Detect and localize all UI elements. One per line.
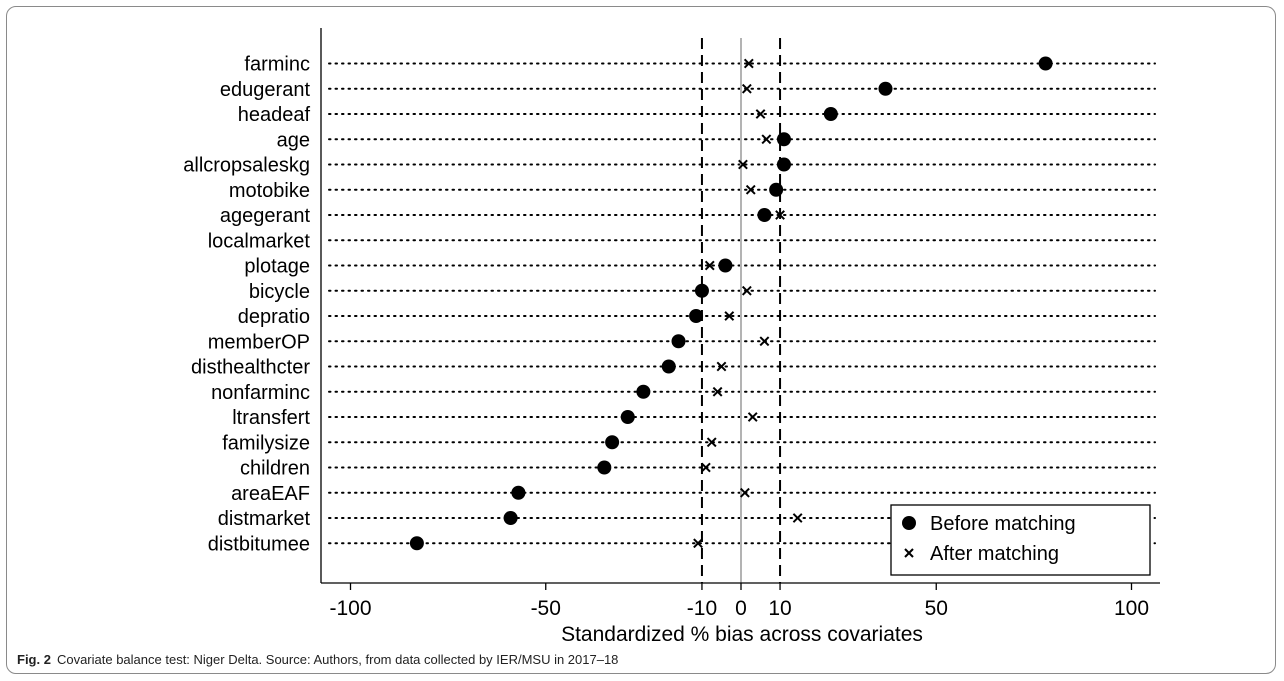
y-tick-label: allcropsaleskg <box>183 155 310 177</box>
point-after-matching <box>762 135 770 143</box>
x-axis-label: Standardized % bias across covariates <box>561 623 923 646</box>
y-tick-label: ltransfert <box>232 407 310 429</box>
point-before-matching <box>769 183 783 197</box>
y-tick-label: areaEAF <box>231 483 310 505</box>
point-before-matching <box>878 82 892 96</box>
point-before-matching <box>689 309 703 323</box>
point-before-matching <box>636 385 650 399</box>
x-tick-label: -50 <box>531 597 561 620</box>
point-before-matching <box>621 410 635 424</box>
y-tick-label: depratio <box>238 306 310 328</box>
y-tick-label: children <box>240 458 310 480</box>
point-before-matching <box>410 536 424 550</box>
covariate-balance-chart: farminc edugerant headeaf age allcropsaleskg… <box>0 0 1284 650</box>
y-tick-label: nonfarminc <box>211 382 310 404</box>
x-tick-label: -10 <box>687 597 717 620</box>
point-after-matching <box>760 337 768 345</box>
point-after-matching <box>749 413 757 421</box>
y-tick-label: farminc <box>244 54 310 76</box>
y-tick-label: headeaf <box>238 104 311 126</box>
y-tick-label: distbitumee <box>208 533 310 555</box>
x-tick-label: 50 <box>925 597 948 620</box>
x-tick-label: 0 <box>735 597 747 620</box>
point-after-matching <box>743 85 751 93</box>
legend-label-before: Before matching <box>930 513 1076 535</box>
legend-label-after: After matching <box>930 543 1059 565</box>
point-before-matching <box>597 461 611 475</box>
legend: Before matching After matching <box>891 505 1150 575</box>
point-before-matching <box>504 511 518 525</box>
y-tick-label: motobike <box>229 180 310 202</box>
figure-caption: Fig. 2 Covariate balance test: Niger Delt… <box>17 652 618 667</box>
figure-number: Fig. 2 <box>17 652 51 667</box>
x-axis-ticks: -100 -50 -10 0 10 50 100 <box>329 583 1149 620</box>
point-before-matching <box>695 284 709 298</box>
point-before-matching <box>1039 57 1053 71</box>
caption-text: Covariate balance test: Niger Delta. Sou… <box>57 652 618 667</box>
point-before-matching <box>824 107 838 121</box>
y-tick-label: localmarket <box>208 230 311 252</box>
x-tick-label: 10 <box>768 597 791 620</box>
y-tick-label: bicycle <box>249 281 310 303</box>
point-before-matching <box>757 208 771 222</box>
x-tick-label: 100 <box>1114 597 1149 620</box>
legend-circle-marker <box>902 516 916 530</box>
y-tick-label: familysize <box>222 432 310 454</box>
y-axis-labels: farminc edugerant headeaf age allcropsaleskg… <box>183 54 310 556</box>
y-tick-label: edugerant <box>220 79 311 101</box>
y-tick-label: age <box>277 129 310 151</box>
point-before-matching <box>511 486 525 500</box>
data-markers <box>410 57 1053 551</box>
y-tick-label: plotage <box>244 256 310 278</box>
x-tick-label: -100 <box>329 597 371 620</box>
y-tick-label: disthealthcter <box>191 357 310 379</box>
y-tick-label: memberOP <box>208 331 310 353</box>
point-after-matching <box>743 287 751 295</box>
point-before-matching <box>777 132 791 146</box>
point-before-matching <box>605 435 619 449</box>
point-before-matching <box>718 259 732 273</box>
reference-lines <box>702 38 780 583</box>
y-tick-label: agegerant <box>220 205 311 227</box>
point-before-matching <box>662 360 676 374</box>
point-before-matching <box>777 158 791 172</box>
point-before-matching <box>672 334 686 348</box>
point-after-matching <box>793 514 801 522</box>
y-tick-label: distmarket <box>218 508 311 530</box>
